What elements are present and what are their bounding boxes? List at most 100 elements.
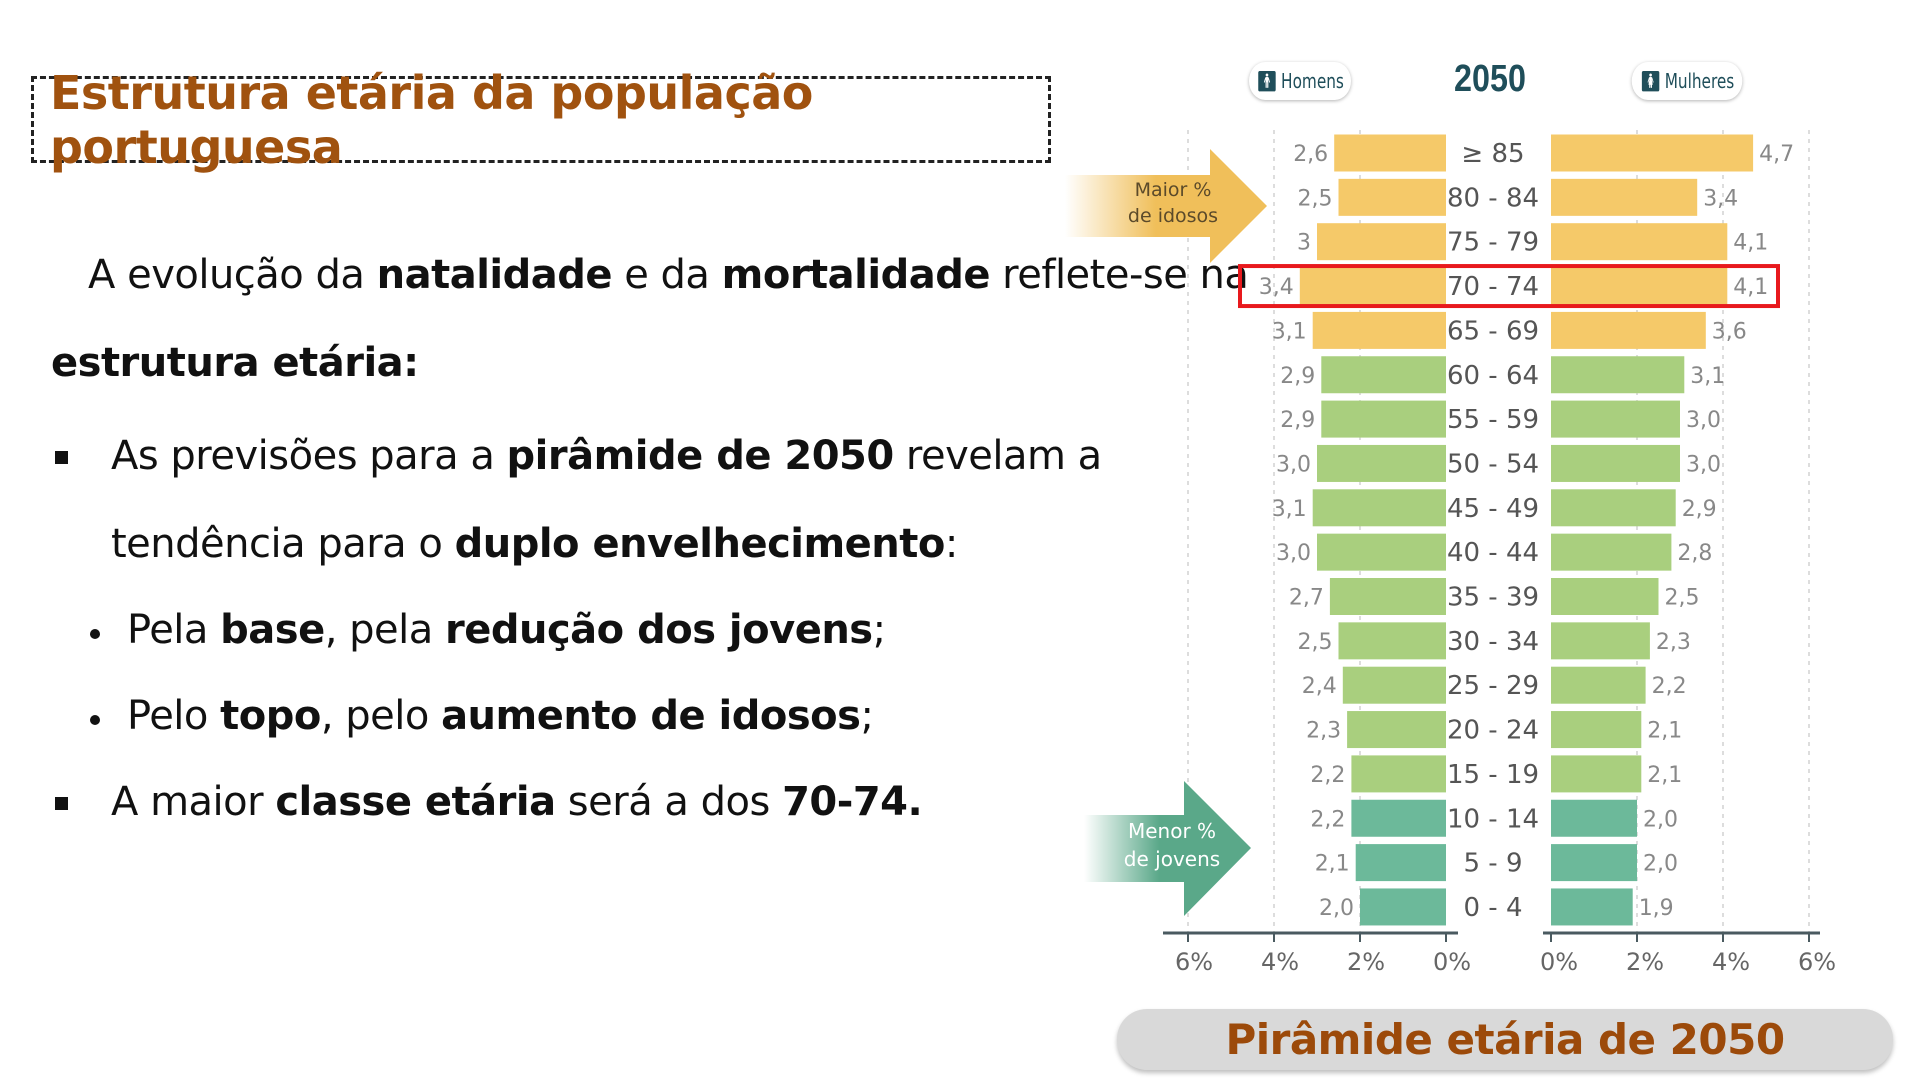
man-icon: 🚹︎ <box>1256 69 1278 93</box>
value-label-mulheres: 3,0 <box>1686 408 1721 433</box>
bullet-square-icon <box>55 797 68 810</box>
annotation-jovens: Menor % <box>1128 819 1216 843</box>
bar-mulheres <box>1551 356 1685 394</box>
value-label-homens: 2,1 <box>1315 852 1350 877</box>
age-label: 65 - 69 <box>1447 316 1539 346</box>
value-label-mulheres: 2,0 <box>1643 807 1678 832</box>
age-label: 60 - 64 <box>1447 361 1539 391</box>
value-label-homens: 3,0 <box>1276 452 1311 477</box>
value-label-mulheres: 4,1 <box>1733 231 1768 256</box>
page-title: Estrutura etária da população portuguesa <box>50 65 813 174</box>
age-label: 50 - 54 <box>1447 449 1539 479</box>
bar-homens <box>1351 755 1446 793</box>
value-label-homens: 3,4 <box>1259 275 1294 300</box>
bar-mulheres <box>1551 755 1642 793</box>
highlight-box <box>1238 264 1780 309</box>
value-label-mulheres: 2,2 <box>1652 674 1687 699</box>
value-label-homens: 3,1 <box>1272 497 1307 522</box>
bar-mulheres <box>1551 799 1637 837</box>
bar-mulheres <box>1551 311 1706 349</box>
annotation-idosos: Maior % <box>1135 179 1212 201</box>
bar-homens <box>1299 267 1446 305</box>
woman-icon: 🚺︎ <box>1639 69 1662 93</box>
tick-label-right: 6% <box>1798 948 1836 976</box>
age-label: 20 - 24 <box>1447 716 1539 746</box>
value-label-homens: 3 <box>1297 231 1311 256</box>
bar-mulheres <box>1551 533 1672 571</box>
age-label: 5 - 9 <box>1464 849 1523 879</box>
age-label: 25 - 29 <box>1447 671 1539 701</box>
bar-mulheres <box>1551 267 1728 305</box>
age-label: 80 - 84 <box>1447 183 1539 213</box>
bar-mulheres <box>1551 666 1646 704</box>
legend-homens: 🚹︎ Homens <box>1249 62 1351 100</box>
value-label-mulheres: 3,4 <box>1703 186 1738 211</box>
value-label-homens: 2,0 <box>1319 896 1354 921</box>
value-label-homens: 2,3 <box>1306 719 1341 744</box>
value-label-mulheres: 4,7 <box>1759 142 1794 167</box>
value-label-homens: 2,9 <box>1280 408 1315 433</box>
age-label: 70 - 74 <box>1447 272 1539 302</box>
age-label: 35 - 39 <box>1447 583 1539 613</box>
bar-homens <box>1338 178 1446 216</box>
value-label-mulheres: 1,9 <box>1639 896 1674 921</box>
bar-homens <box>1355 844 1446 882</box>
tick-label-right: 4% <box>1712 948 1750 976</box>
caption-text: Pirâmide etária de 2050 <box>1225 1015 1785 1064</box>
bar-mulheres <box>1551 400 1680 438</box>
bar-mulheres <box>1551 223 1728 261</box>
sub-bullet-1: Pela base, pela redução dos jovens; <box>127 607 886 653</box>
age-label: ≥ 85 <box>1461 139 1524 169</box>
bar-homens <box>1329 578 1446 615</box>
bar-homens <box>1317 444 1446 482</box>
bar-homens <box>1342 666 1446 704</box>
title-box: Estrutura etária da população portuguesa <box>31 66 1051 174</box>
age-label: 15 - 19 <box>1447 760 1539 790</box>
value-label-mulheres: 3,1 <box>1690 364 1725 389</box>
bar-mulheres <box>1551 711 1642 749</box>
menor-jovens-arrow-icon <box>1084 781 1251 916</box>
maior-idosos-arrow-icon <box>1065 149 1267 263</box>
tick-label-right: 2% <box>1626 948 1664 976</box>
bar-homens <box>1351 799 1446 837</box>
bar-mulheres <box>1551 134 1754 172</box>
age-label: 45 - 49 <box>1447 494 1539 524</box>
annotation-jovens: de jovens <box>1124 847 1220 871</box>
tick-label-left: 0% <box>1433 948 1471 976</box>
bar-mulheres <box>1551 844 1637 882</box>
legend-mulheres: 🚺︎ Mulheres <box>1631 62 1743 100</box>
age-label: 0 - 4 <box>1464 893 1523 923</box>
bar-mulheres <box>1551 178 1698 216</box>
value-label-homens: 2,6 <box>1293 142 1328 167</box>
intro-line-2: estrutura etária: <box>51 340 419 386</box>
value-label-mulheres: 3,6 <box>1712 319 1747 344</box>
bar-mulheres <box>1551 578 1659 615</box>
bar-homens <box>1338 622 1446 660</box>
bar-homens <box>1347 711 1446 749</box>
value-label-homens: 2,2 <box>1310 807 1345 832</box>
bar-homens <box>1312 311 1446 349</box>
value-label-mulheres: 2,1 <box>1647 763 1682 788</box>
value-label-mulheres: 2,0 <box>1643 852 1678 877</box>
value-label-homens: 2,2 <box>1310 763 1345 788</box>
bullet-dot-icon <box>90 629 100 639</box>
bullet-square-icon <box>55 451 68 464</box>
bar-homens <box>1317 223 1446 261</box>
bullet-1-cont: tendência para o duplo envelhecimento: <box>111 521 958 567</box>
age-label: 40 - 44 <box>1447 538 1539 568</box>
bar-homens <box>1360 888 1446 926</box>
value-label-homens: 3,0 <box>1276 541 1311 566</box>
value-label-mulheres: 2,5 <box>1665 586 1700 611</box>
age-label: 10 - 14 <box>1447 804 1539 834</box>
value-label-mulheres: 2,1 <box>1647 719 1682 744</box>
tick-label-left: 2% <box>1347 948 1385 976</box>
bullet-dot-icon <box>90 715 100 725</box>
tick-label-left: 4% <box>1261 948 1299 976</box>
bar-homens <box>1321 356 1446 394</box>
age-label: 30 - 34 <box>1447 627 1539 657</box>
value-label-homens: 2,9 <box>1280 364 1315 389</box>
bar-mulheres <box>1551 489 1676 527</box>
value-label-mulheres: 2,8 <box>1677 541 1712 566</box>
caption-pill: Pirâmide etária de 2050 <box>1117 1009 1893 1070</box>
